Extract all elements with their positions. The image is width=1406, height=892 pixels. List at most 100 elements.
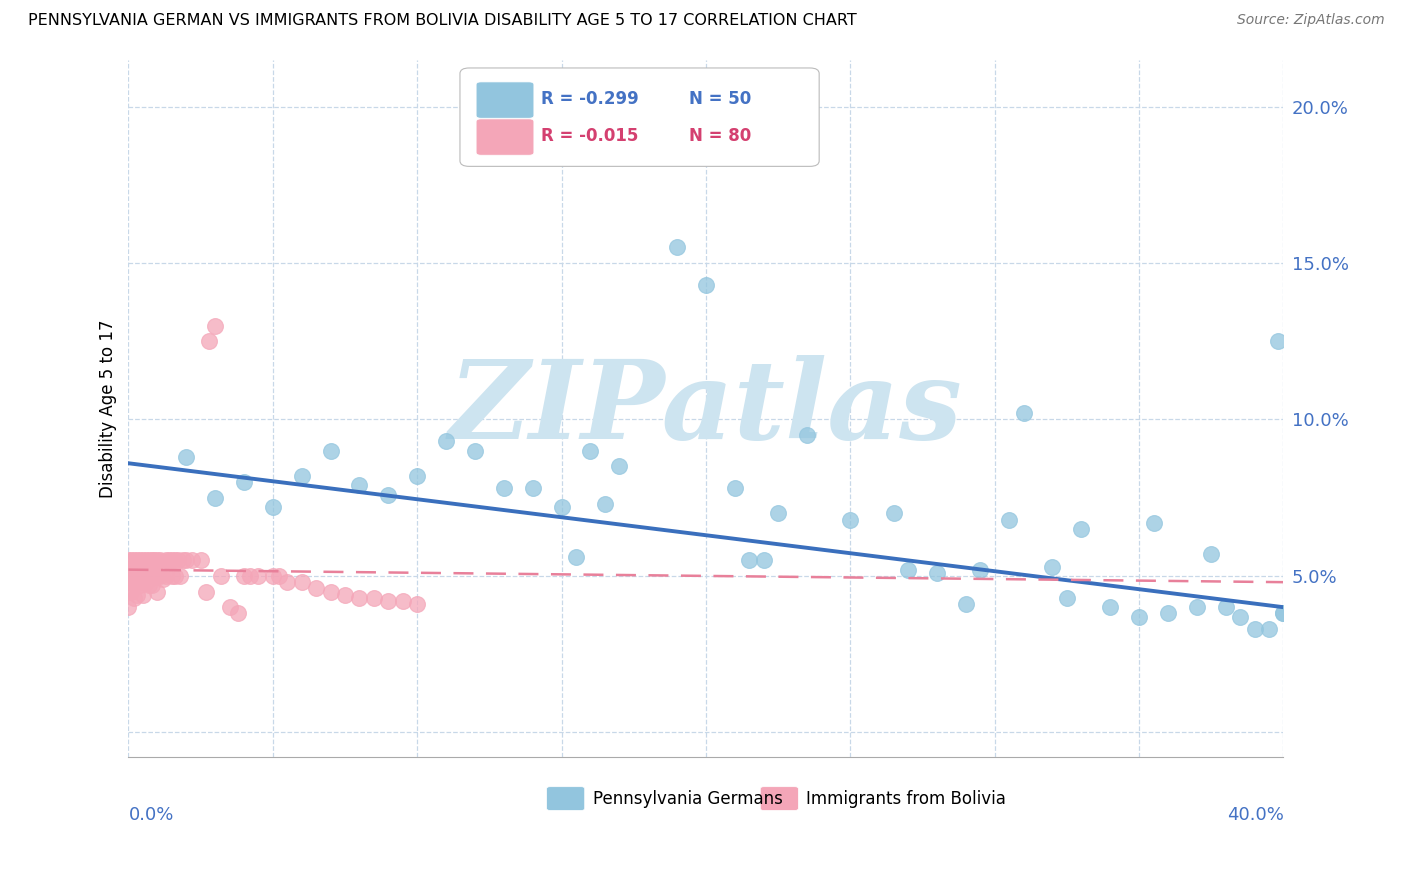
Point	[565, 550, 588, 565]
Point	[218, 600, 240, 615]
Point	[138, 553, 160, 567]
Point	[122, 553, 145, 567]
Point	[198, 334, 221, 349]
Point	[319, 443, 342, 458]
Y-axis label: Disability Age 5 to 17: Disability Age 5 to 17	[100, 319, 117, 498]
Point	[998, 512, 1021, 526]
Point	[132, 563, 155, 577]
Point	[149, 569, 172, 583]
Point	[174, 553, 197, 567]
Point	[146, 584, 169, 599]
Point	[204, 318, 226, 333]
Point	[1272, 607, 1295, 621]
Point	[122, 591, 145, 605]
Point	[349, 591, 371, 605]
Point	[262, 569, 284, 583]
Point	[262, 500, 284, 514]
Text: N = 50: N = 50	[689, 90, 751, 108]
Point	[135, 575, 157, 590]
Point	[1215, 600, 1237, 615]
Point	[239, 569, 262, 583]
Point	[132, 575, 155, 590]
Point	[406, 597, 429, 611]
Point	[291, 468, 314, 483]
Point	[391, 594, 413, 608]
Point	[839, 512, 862, 526]
Point	[492, 481, 515, 495]
Point	[464, 443, 486, 458]
Point	[138, 563, 160, 577]
Point	[122, 569, 145, 583]
Point	[1070, 522, 1092, 536]
Point	[550, 500, 572, 514]
FancyBboxPatch shape	[460, 68, 820, 167]
Point	[363, 591, 385, 605]
Point	[1056, 591, 1078, 605]
Point	[522, 481, 544, 495]
Point	[897, 563, 920, 577]
Point	[166, 553, 188, 567]
Point	[146, 569, 169, 583]
Point	[766, 506, 789, 520]
Text: R = -0.015: R = -0.015	[541, 127, 638, 145]
Point	[157, 553, 180, 567]
Point	[319, 584, 342, 599]
Text: Source: ZipAtlas.com: Source: ZipAtlas.com	[1237, 13, 1385, 28]
Point	[132, 588, 155, 602]
Text: PENNSYLVANIA GERMAN VS IMMIGRANTS FROM BOLIVIA DISABILITY AGE 5 TO 17 CORRELATIO: PENNSYLVANIA GERMAN VS IMMIGRANTS FROM B…	[28, 13, 856, 29]
Point	[129, 553, 152, 567]
Point	[190, 553, 212, 567]
Point	[406, 468, 429, 483]
Point	[377, 594, 399, 608]
Point	[377, 487, 399, 501]
Point	[117, 584, 139, 599]
Point	[120, 584, 142, 599]
Point	[120, 563, 142, 577]
Point	[169, 569, 191, 583]
FancyBboxPatch shape	[547, 787, 585, 811]
Point	[305, 582, 328, 596]
Point	[796, 428, 818, 442]
Point	[143, 553, 166, 567]
Point	[160, 553, 183, 567]
Text: Pennsylvania Germans: Pennsylvania Germans	[593, 789, 783, 807]
Point	[1267, 334, 1289, 349]
Point	[141, 553, 163, 567]
Point	[695, 277, 717, 292]
Point	[120, 575, 142, 590]
Point	[1243, 622, 1265, 636]
Point	[122, 563, 145, 577]
Point	[181, 553, 204, 567]
Point	[1185, 600, 1208, 615]
Point	[146, 553, 169, 567]
Point	[1229, 609, 1251, 624]
Point	[141, 578, 163, 592]
Text: ZIPatlas: ZIPatlas	[449, 355, 963, 462]
FancyBboxPatch shape	[477, 82, 534, 119]
Point	[129, 578, 152, 592]
Point	[174, 450, 197, 464]
Point	[204, 491, 226, 505]
Point	[209, 569, 232, 583]
Point	[955, 597, 977, 611]
Point	[141, 563, 163, 577]
Point	[579, 443, 602, 458]
FancyBboxPatch shape	[477, 119, 534, 155]
Point	[129, 563, 152, 577]
Point	[127, 569, 149, 583]
Point	[129, 569, 152, 583]
Point	[233, 569, 256, 583]
Point	[160, 569, 183, 583]
Point	[195, 584, 218, 599]
Point	[127, 588, 149, 602]
Point	[149, 553, 172, 567]
Point	[738, 553, 761, 567]
Point	[925, 566, 948, 580]
Point	[117, 575, 139, 590]
Point	[593, 497, 616, 511]
Point	[333, 588, 356, 602]
Point	[1157, 607, 1180, 621]
Point	[883, 506, 905, 520]
Point	[609, 459, 631, 474]
Point	[143, 569, 166, 583]
